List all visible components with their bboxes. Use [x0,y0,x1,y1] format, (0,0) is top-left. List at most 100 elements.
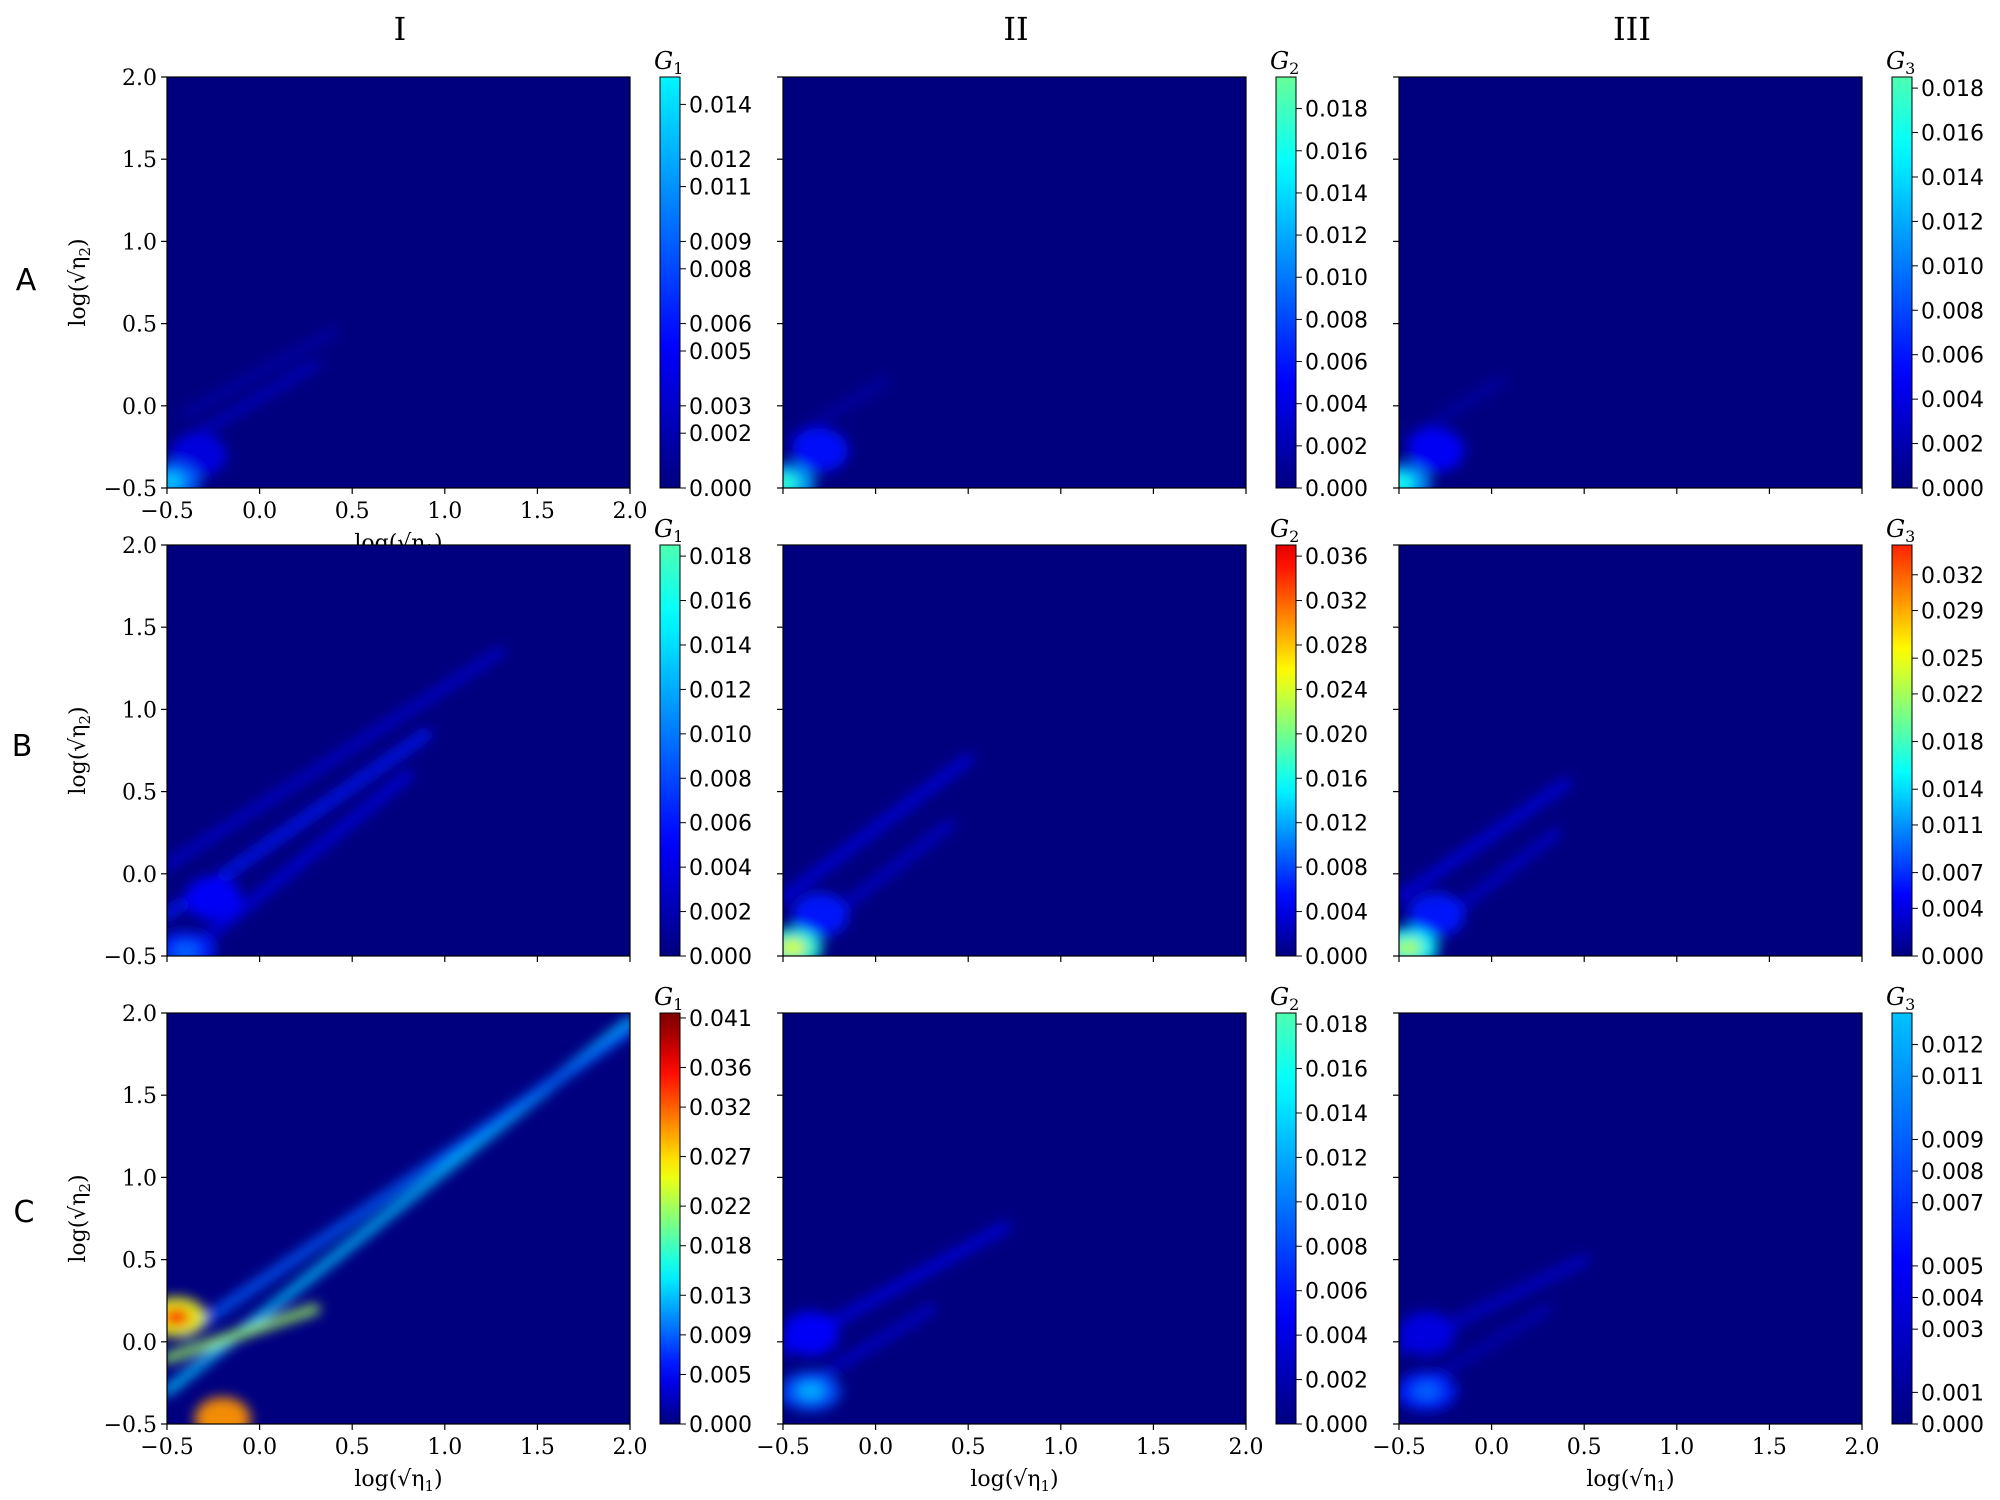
x-tick-label: 0.5 [1567,1435,1602,1460]
heatmap-features [783,1221,1011,1412]
x-tick-label: −0.5 [140,1435,193,1460]
colorbar-tick-label: 0.032 [1305,590,1368,615]
x-tick-label: 0.5 [335,1435,370,1460]
heatmap-background [167,77,630,488]
colorbar-tick-label: 0.003 [1921,1318,1984,1343]
row-label-C: C [14,1195,35,1230]
colorbar-tick-label: 0.006 [689,313,752,338]
colorbar-tick-label: 0.036 [1305,545,1368,570]
heatmap-panel-C-II: −0.5 0.0 0.5 1.0 1.5 2.0 log(√η1) G2 0.000 0.002 0… [756,983,1368,1495]
colorbar-tick-label: 0.016 [1305,140,1368,165]
colorbar-tick-label: 0.016 [689,590,752,615]
heatmap-features [1399,376,1506,488]
x-tick-label: 2.0 [1229,1435,1264,1460]
colorbar [659,1012,681,1425]
colorbar-tick-label: 0.014 [1305,182,1368,207]
x-tick-label: 1.0 [1043,1435,1078,1460]
heatmap-blob [792,892,849,937]
colorbar-tick-label: 0.009 [1921,1128,1984,1153]
y-tick-label: 0.5 [122,313,157,338]
colorbar-tick-label: 0.010 [1305,266,1368,291]
colorbar-tick-label: 0.018 [689,1235,752,1260]
heatmap-panel-B-I: −0.5 0.0 0.5 1.0 1.5 2.0 log(√η2) G1 0.000 0.002 0… [66,515,752,970]
x-tick-label: 1.5 [520,499,555,524]
colorbar-tick-label: 0.008 [689,767,752,792]
y-tick-label: 0.5 [122,781,157,806]
plot-frame [166,544,631,957]
colorbar-tick-label: 0.020 [1305,723,1368,748]
heatmap-ridge [189,770,413,953]
colorbar-tick-label: 0.011 [1921,1065,1984,1090]
heatmap-ridge [167,1303,321,1364]
y-tick-label: 0.0 [122,863,157,888]
colorbar-tick-label: 0.000 [1921,1413,1984,1438]
row-label-A: A [16,263,37,298]
colorbar-tick-label: 0.022 [689,1195,752,1220]
colorbar-tick-label: 0.005 [689,1363,752,1388]
colorbar-tick-label: 0.025 [1921,647,1984,672]
heatmap-ridge [787,376,890,444]
x-tick-label: 0.0 [858,1435,893,1460]
plot-frame [782,1012,1247,1425]
colorbar-tick-label: 0.016 [1305,1058,1368,1083]
colorbar-label: G3 [1886,515,1915,546]
heatmap-panel-C-III: −0.5 0.0 0.5 1.0 1.5 2.0 log(√η1) G3 0.000 0.001 0… [1372,983,1984,1495]
heatmap-blob [1408,892,1465,937]
x-tick-label: 0.5 [335,499,370,524]
heatmap-blob [185,876,242,921]
heatmap-blob [1399,1311,1455,1356]
x-tick-label: 0.5 [951,1435,986,1460]
colorbar-tick-label: 0.011 [1921,814,1984,839]
heatmap-blob [1408,428,1465,473]
colorbar-tick-label: 0.013 [689,1284,752,1309]
x-tick-label: 1.0 [427,1435,462,1460]
colorbar [659,544,681,957]
colorbar-tick-label: 0.007 [1921,1192,1984,1217]
x-tick-label: 1.0 [1659,1435,1694,1460]
colorbar-tick-label: 0.008 [689,258,752,283]
x-axis-label: log(√η1) [970,1467,1058,1495]
colorbar-tick-label: 0.005 [1921,1255,1984,1280]
colorbar-tick-label: 0.012 [689,148,752,173]
x-tick-label: 1.5 [1752,1435,1787,1460]
heatmap-ridge [1403,376,1506,444]
colorbar-tick-label: 0.014 [689,634,752,659]
colorbar-tick-label: 0.018 [1921,77,1984,102]
colorbar [1891,544,1913,957]
heatmap-features [783,753,974,956]
heatmap-features [1399,778,1571,956]
y-tick-label: −0.5 [104,945,157,970]
x-tick-label: −0.5 [756,1435,809,1460]
heatmap-panel-A-I: −0.5−0.5 0.0 0.0 0.5 0.5 1.0 1.0 1.5 1.5 2.0 2.0 lo… [66,47,752,559]
heatmap-background [1399,545,1862,956]
colorbar-tick-label: 0.004 [1921,1287,1984,1312]
heatmap-hotspot [167,1308,191,1327]
heatmap-panel-C-I: −0.5−0.5 0.0 0.0 0.5 0.5 1.0 1.0 1.5 1.5 2.0 2.0 lo… [66,983,752,1495]
column-label-III: III [1613,10,1651,48]
heatmap-features [783,376,890,488]
colorbar [1891,76,1913,489]
colorbar-tick-label: 0.012 [1305,812,1368,837]
y-tick-label: 1.5 [122,616,157,641]
plot-frame [782,76,1247,489]
colorbar-tick-label: 0.002 [689,422,752,447]
y-tick-label: 0.0 [122,1331,157,1356]
colorbar-tick-label: 0.032 [689,1096,752,1121]
y-axis-label: log(√η2) [66,706,94,794]
colorbar-tick-label: 0.018 [1921,731,1984,756]
y-tick-label: 1.0 [122,698,157,723]
heatmap-panel-B-III: G3 0.000 0.004 0.007 0.011 0.014 0.018 0.022 0.0… [1393,515,1984,970]
colorbar-tick-label: 0.000 [1305,1413,1368,1438]
colorbar-tick-label: 0.018 [1305,98,1368,123]
plot-frame [1398,76,1863,489]
colorbar-tick-label: 0.000 [1305,477,1368,502]
colorbar [1275,544,1297,957]
heatmap-ridge [1399,778,1571,904]
colorbar-tick-label: 0.008 [1305,1235,1368,1260]
y-tick-label: −0.5 [104,1413,157,1438]
heatmap-background [783,545,1246,956]
x-tick-label: 2.0 [1845,1435,1880,1460]
colorbar-label: G3 [1886,47,1915,78]
colorbar-tick-label: 0.008 [1305,856,1368,881]
